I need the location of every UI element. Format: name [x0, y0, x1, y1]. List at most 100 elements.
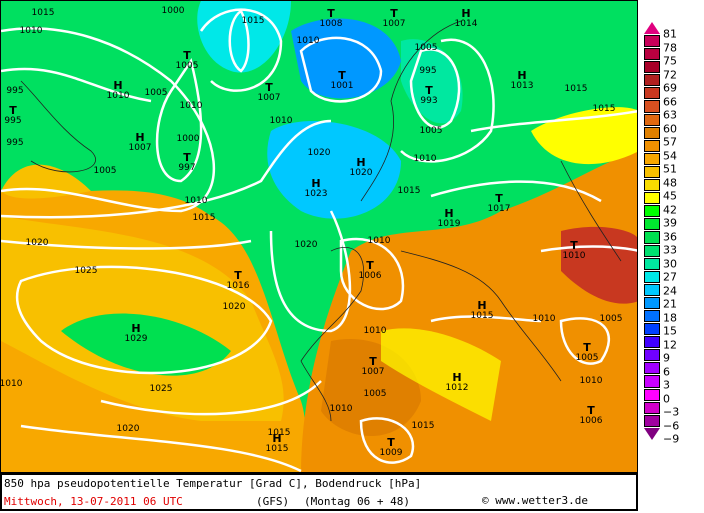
pressure-value: 1015: [470, 311, 494, 321]
legend-tick-label: −9: [663, 432, 680, 446]
pressure-symbol: H: [135, 131, 145, 144]
isobar-label: 1015: [192, 213, 216, 223]
pressure-value: 1014: [454, 19, 478, 29]
isobar-label: 1010: [363, 326, 387, 336]
weather-map: T 1008 T 1007 H 1014 H 1010 T 1005 T 1007 T 1001 T 993 H…: [0, 0, 638, 473]
map-caption: 850 hpa pseudopotentielle Temperatur [Gr…: [0, 473, 638, 511]
pressure-symbol: T: [570, 239, 578, 252]
legend-bin: [644, 87, 660, 100]
legend-bin: [644, 336, 660, 349]
low-pressure-center: T 997: [178, 151, 195, 173]
pressure-symbol: H: [113, 79, 123, 92]
pressure-value: 1007: [382, 19, 406, 29]
pressure-value: 993: [420, 96, 438, 106]
pressure-symbol: T: [338, 69, 346, 82]
atlantic-cool-tongue: [61, 313, 231, 376]
pressure-symbol: H: [356, 156, 366, 169]
pressure-symbol: T: [366, 259, 374, 272]
isobar-label: 1015: [31, 8, 55, 18]
pressure-symbol: H: [461, 7, 471, 20]
legend-bin: [644, 362, 660, 375]
legend-bin: [644, 375, 660, 388]
legend-tick-label: 81: [663, 27, 677, 41]
legend-tick-label: 66: [663, 95, 677, 108]
legend-tick-label: 48: [663, 176, 677, 189]
isobar-label: 1015: [397, 186, 421, 196]
pressure-value: 1007: [257, 93, 281, 103]
caption-title: 850 hpa pseudopotentielle Temperatur [Gr…: [4, 477, 422, 490]
pressure-symbol: T: [425, 84, 433, 97]
isobar-label: 1010: [532, 314, 556, 324]
pressure-symbol: T: [234, 269, 242, 282]
legend-bin: [644, 126, 660, 139]
legend-tick-label: 78: [663, 41, 677, 54]
legend-bin: [644, 35, 660, 48]
pressure-value: 1006: [358, 271, 382, 281]
pressure-symbol: T: [327, 7, 335, 20]
pressure-value: 1006: [579, 416, 603, 426]
legend-tick-label: 18: [663, 311, 677, 324]
legend-tick-label: 27: [663, 270, 677, 284]
low-pressure-center: T 1009: [380, 436, 403, 458]
high-pressure-center: H 1029: [125, 322, 148, 344]
pressure-symbol: T: [183, 151, 191, 164]
isobar-label: 1010: [329, 404, 353, 414]
map-canvas: [1, 1, 637, 472]
pressure-symbol: H: [131, 322, 141, 335]
pressure-symbol: T: [369, 355, 377, 368]
pressure-value: 1023: [304, 189, 328, 199]
pressure-value: 1015: [265, 444, 289, 454]
low-pressure-center: T 1007: [362, 355, 385, 377]
pressure-value: 1019: [437, 219, 461, 229]
pressure-value: 1017: [487, 204, 511, 214]
pressure-value: 1012: [445, 383, 469, 393]
legend-tick-label: 57: [663, 135, 677, 149]
isobar-label: 1020: [222, 302, 246, 312]
legend-tick-label: 75: [663, 54, 677, 68]
legend-bin: [644, 113, 660, 126]
isobar-label: 1000: [161, 6, 185, 16]
pressure-symbol: T: [583, 341, 591, 354]
pressure-value: 1005: [175, 61, 199, 71]
legend-bin: [644, 139, 660, 152]
pressure-value: 1010: [106, 91, 130, 101]
coastlines: [20, 20, 622, 422]
pressure-value: 1010: [562, 251, 586, 261]
isobar-label: 1005: [599, 314, 623, 324]
pressure-value: 1001: [330, 81, 354, 91]
pressure-symbol: H: [272, 432, 282, 445]
pressure-symbol: T: [390, 7, 398, 20]
legend-bin: [644, 100, 660, 113]
legend-tick-label: 72: [663, 68, 677, 81]
legend-tick-label: 60: [663, 122, 677, 135]
isobar-label: 1025: [149, 384, 173, 394]
legend-bin: [644, 205, 660, 218]
legend-bin: [644, 309, 660, 323]
baltic-cool-region: [401, 39, 463, 124]
isobar-label: 1025: [74, 266, 98, 276]
legend-bin: [644, 244, 660, 257]
legend-bottom-arrow: [644, 427, 660, 440]
pressure-value: 1016: [226, 281, 250, 291]
isobar-label: 1010: [184, 196, 208, 206]
color-legend: [644, 22, 660, 440]
legend-tick-label: 45: [663, 189, 677, 203]
pressure-value: 1008: [319, 19, 343, 29]
legend-bin: [644, 179, 660, 192]
isobar-label: 1015: [411, 421, 435, 431]
legend-bin: [644, 414, 660, 427]
legend-bin: [644, 257, 660, 270]
pressure-value: 995: [4, 116, 22, 126]
legend-bin: [644, 401, 660, 414]
legend-tick-label: 69: [663, 81, 677, 95]
isobar-label: 1020: [25, 238, 49, 248]
caption-copyright: © www.wetter3.de: [482, 494, 588, 507]
isobar-label: 995: [6, 86, 24, 96]
low-pressure-center: T 1006: [358, 259, 382, 281]
low-pressure-center: T 1005: [576, 341, 599, 363]
isobar-label: 1005: [414, 43, 438, 53]
legend-bin: [644, 231, 660, 244]
pressure-symbol: T: [387, 436, 395, 449]
legend-bin: [644, 152, 660, 165]
high-pressure-center: H 1014: [454, 7, 478, 29]
